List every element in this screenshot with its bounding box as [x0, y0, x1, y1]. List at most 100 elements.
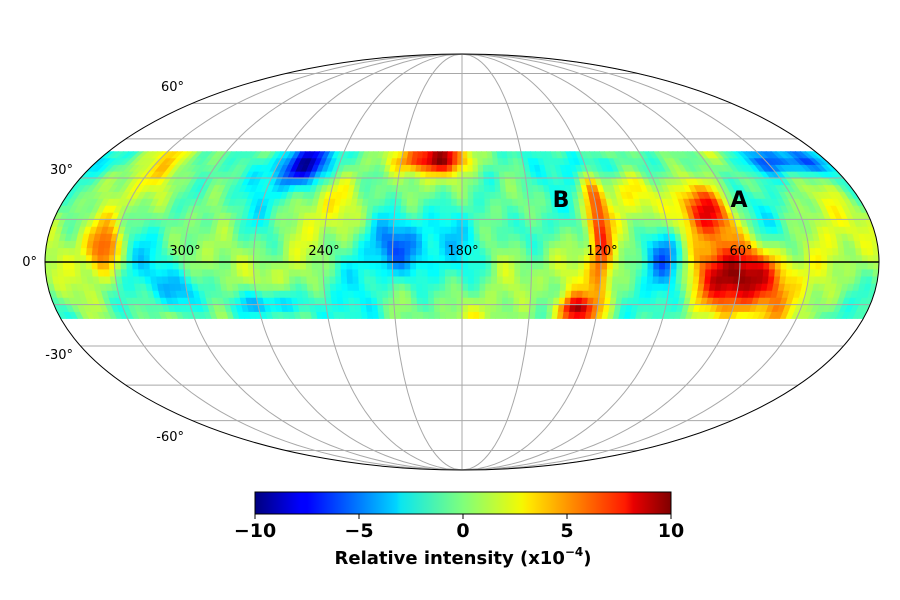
colorbar-label-superscript: −4: [565, 545, 583, 559]
heatmap-cell: [370, 219, 378, 227]
heatmap-cell: [547, 226, 555, 234]
heatmap-cell: [392, 261, 399, 270]
heatmap-cell: [502, 268, 509, 277]
heatmap-cell: [534, 212, 542, 220]
heatmap-cell: [340, 283, 348, 291]
heatmap-cell: [438, 226, 446, 234]
heatmap-cell: [96, 268, 105, 277]
heatmap-cell: [433, 311, 441, 319]
heatmap-cell: [322, 268, 330, 277]
heatmap-cell: [334, 233, 342, 241]
heatmap-cell: [282, 247, 290, 256]
heatmap-cell: [451, 171, 458, 179]
heatmap-cell: [516, 191, 524, 199]
heatmap-cell: [551, 304, 559, 312]
heatmap-cell: [820, 261, 828, 270]
heatmap-cell: [722, 254, 729, 263]
heatmap-cell: [426, 261, 434, 270]
heatmap-cell: [224, 261, 231, 270]
heatmap-cell: [450, 268, 457, 277]
heatmap-cell: [516, 198, 524, 206]
heatmap-cell: [478, 247, 486, 256]
heatmap-cell: [635, 254, 642, 263]
heatmap-cell: [334, 275, 342, 284]
heatmap-cell: [375, 226, 383, 234]
heatmap-cell: [428, 191, 436, 199]
heatmap-cell: [477, 184, 485, 192]
heatmap-cell: [559, 233, 567, 241]
heatmap-cell: [512, 297, 520, 305]
heatmap-cell: [340, 275, 348, 284]
heatmap-cell: [490, 261, 498, 270]
heatmap-cell: [542, 261, 550, 270]
heatmap-cell: [489, 311, 497, 319]
heatmap-cell: [541, 233, 549, 241]
heatmap-cell: [542, 275, 550, 284]
heatmap-cell: [779, 268, 787, 277]
heatmap-cell: [472, 191, 479, 199]
heatmap-cell: [525, 247, 532, 256]
heatmap-cell: [617, 275, 625, 284]
heatmap-cell: [611, 268, 619, 277]
heatmap-cell: [340, 233, 348, 241]
heatmap-cell: [398, 297, 406, 305]
heatmap-cell: [490, 226, 497, 234]
heatmap-cell: [490, 247, 498, 256]
heatmap-cell: [435, 164, 442, 172]
heatmap-cell: [56, 268, 64, 277]
heatmap-cell: [536, 261, 544, 270]
heatmap-cell: [461, 290, 469, 298]
heatmap-cell: [623, 247, 631, 256]
heatmap-cell: [352, 226, 360, 234]
heatmap-cell: [189, 268, 197, 277]
heatmap-cell: [427, 205, 435, 213]
heatmap-cell: [317, 275, 325, 284]
heatmap-cell: [501, 240, 509, 249]
heatmap-cell: [576, 233, 584, 241]
heatmap-cell: [439, 198, 446, 206]
heatmap-cell: [525, 240, 532, 249]
heatmap-cell: [357, 240, 365, 249]
heatmap-cell: [519, 240, 526, 249]
heatmap-cell: [582, 275, 590, 284]
heatmap-cell: [481, 151, 488, 159]
heatmap-cell: [224, 268, 232, 277]
heatmap-cell: [518, 297, 526, 305]
heatmap-cell: [305, 268, 313, 277]
heatmap-cell: [473, 275, 480, 284]
heatmap-cell: [658, 261, 666, 270]
heatmap-cell: [410, 226, 417, 234]
heatmap-cell: [148, 254, 156, 263]
heatmap-cell: [276, 240, 284, 249]
heatmap-cell: [704, 247, 712, 256]
heatmap-cell: [62, 268, 70, 277]
heatmap-cell: [456, 198, 463, 206]
heatmap-cell: [639, 283, 647, 291]
heatmap-cell: [212, 261, 220, 270]
heatmap-cell: [351, 275, 359, 284]
heatmap-cell: [773, 268, 781, 277]
heatmap-cell: [490, 233, 497, 241]
heatmap-cell: [500, 198, 507, 206]
heatmap-cell: [547, 283, 555, 291]
heatmap-cell: [496, 261, 503, 270]
heatmap-cell: [265, 240, 273, 249]
heatmap-cell: [398, 283, 405, 291]
heatmap-cell: [455, 283, 463, 291]
heatmap-cell: [264, 261, 272, 270]
heatmap-cell: [438, 247, 446, 256]
heatmap-cell: [693, 261, 700, 270]
heatmap-cell: [622, 275, 630, 284]
heatmap-cell: [224, 275, 232, 284]
heatmap-cell: [704, 261, 712, 270]
heatmap-cell: [565, 268, 573, 277]
heatmap-cell: [412, 191, 419, 199]
heatmap-cell: [482, 177, 490, 186]
heatmap-cell: [575, 219, 583, 227]
heatmap-cell: [456, 191, 463, 199]
heatmap-cell: [762, 247, 770, 256]
heatmap-cell: [493, 177, 500, 186]
heatmap-cell: [622, 240, 630, 249]
heatmap-cell: [639, 233, 647, 241]
heatmap-cell: [376, 304, 384, 312]
